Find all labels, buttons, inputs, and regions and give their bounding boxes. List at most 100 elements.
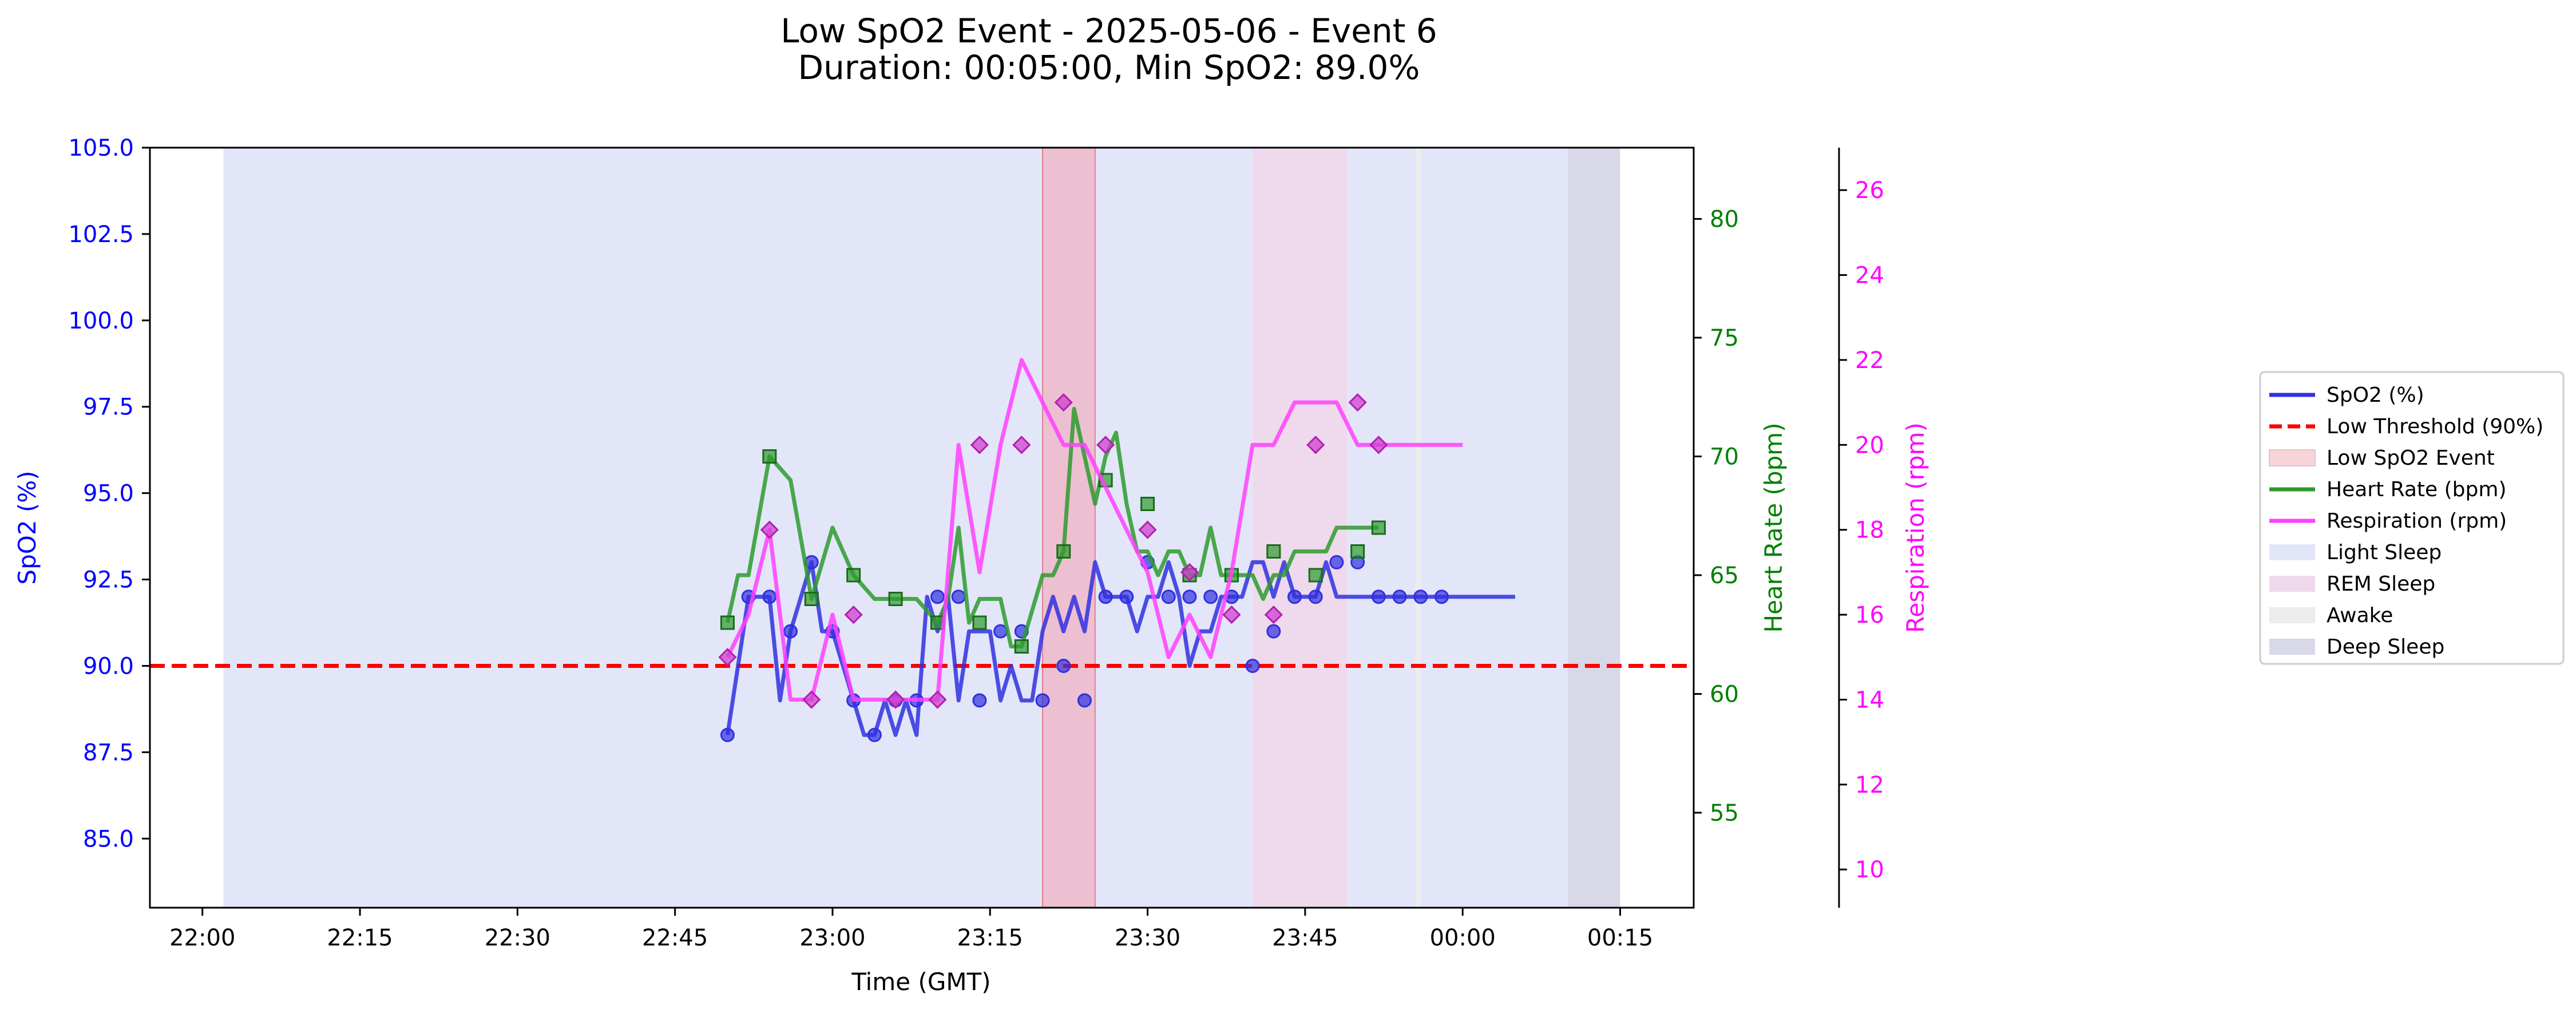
data-point-spo2 [1182, 589, 1197, 604]
legend-label: Deep Sleep [2327, 635, 2444, 659]
data-point-respiration [970, 436, 989, 454]
data-point-spo2 [1098, 589, 1113, 604]
data-point-spo2 [1056, 658, 1071, 673]
data-point-heart_rate [720, 615, 735, 630]
low-spo2-event-band [1042, 147, 1096, 908]
plot-frame [149, 147, 1695, 909]
y-tick-label-spo2: 100.0 [68, 308, 134, 334]
y-axis-spo2: 85.0 87.5 90.0 92.5 95.0 97.5 100.0 102.5 105.0 [68, 135, 150, 852]
y-tick-label-spo2: 85.0 [83, 826, 134, 852]
data-point-spo2 [1287, 589, 1302, 604]
legend-label: Low SpO2 Event [2327, 446, 2495, 470]
legend-swatch [2269, 576, 2315, 592]
data-point-heart_rate [888, 592, 903, 606]
y-axis-respiration: 10 12 14 16 18 20 22 24 26 [1838, 148, 1884, 908]
legend-label: Awake [2327, 604, 2393, 627]
data-point-spo2 [783, 624, 798, 639]
data-point-spo2 [951, 589, 966, 604]
y-tick-label-spo2: 97.5 [83, 394, 134, 421]
y-tick-label-spo2: 87.5 [83, 739, 134, 766]
y-axis-label-heart-rate: Heart Rate (bpm) [1759, 423, 1788, 633]
data-point-respiration [1222, 605, 1241, 624]
series-line-heart_rate [726, 407, 1379, 648]
y-tick-label-heart-rate: 75 [1710, 325, 1739, 351]
data-point-spo2 [1329, 555, 1344, 569]
x-tick-label: 23:15 [957, 925, 1023, 951]
data-point-heart_rate [972, 615, 987, 630]
x-tick-label: 22:30 [485, 925, 550, 951]
data-point-respiration [760, 520, 779, 539]
y-tick-label-respiration: 24 [1855, 263, 1884, 289]
data-point-spo2 [1266, 624, 1281, 639]
data-point-respiration [928, 690, 947, 709]
y-tick-label-respiration: 20 [1855, 432, 1884, 458]
x-tick-label: 00:00 [1430, 925, 1496, 951]
sleep-stage-band [1567, 148, 1620, 908]
data-point-respiration [844, 605, 863, 624]
legend: SpO2 (%) Low Threshold (90%) Low SpO2 Even… [2259, 371, 2565, 665]
legend-swatch [2269, 639, 2315, 655]
y-tick-label-respiration: 16 [1855, 602, 1884, 628]
data-point-spo2 [720, 727, 735, 742]
legend-label: SpO2 (%) [2327, 383, 2424, 407]
data-point-heart_rate [846, 568, 861, 583]
y-tick-label-respiration: 10 [1855, 857, 1884, 883]
data-point-heart_rate [762, 449, 777, 464]
legend-swatch [2269, 607, 2315, 623]
sleep-stage-band [1415, 148, 1421, 908]
y-tick-label-spo2: 92.5 [83, 567, 134, 593]
sleep-stage-band [223, 148, 1253, 908]
y-tick-label-respiration: 26 [1855, 177, 1884, 204]
data-point-spo2 [1077, 693, 1092, 708]
legend-label: Respiration (rpm) [2327, 509, 2507, 533]
data-point-heart_rate [1266, 544, 1281, 559]
data-point-heart_rate [1308, 568, 1323, 583]
data-point-spo2 [1413, 589, 1428, 604]
data-point-spo2 [1371, 589, 1386, 604]
y-axis-label-spo2: SpO2 (%) [13, 470, 41, 584]
data-point-respiration [1180, 563, 1199, 582]
y-tick-label-spo2: 105.0 [68, 135, 134, 161]
plot-lines [150, 358, 1694, 742]
data-point-heart_rate [1371, 520, 1386, 535]
data-point-respiration [802, 690, 821, 709]
data-point-respiration [1138, 520, 1157, 539]
legend-box [2259, 371, 2565, 665]
legend-swatch [2269, 544, 2315, 560]
data-point-spo2 [930, 589, 945, 604]
y-tick-label-spo2: 95.0 [83, 481, 134, 507]
y-tick-label-heart-rate: 60 [1710, 682, 1739, 708]
data-point-spo2 [1245, 658, 1260, 673]
plot-backgrounds [223, 147, 1620, 908]
y-tick-label-heart-rate: 70 [1710, 444, 1739, 470]
data-point-spo2 [1119, 589, 1134, 604]
data-point-respiration [1306, 436, 1325, 454]
chart-title-line2: Duration: 00:05:00, Min SpO2: 89.0% [798, 48, 1420, 87]
y-axis-heart-rate: 55 60 65 70 75 80 [1694, 207, 1739, 826]
data-point-spo2 [972, 693, 987, 708]
legend-label: Low Threshold (90%) [2327, 415, 2543, 438]
x-tick-label: 23:45 [1272, 925, 1338, 951]
legend-swatch [2269, 449, 2316, 466]
series-line-respiration [726, 358, 1463, 702]
data-point-heart_rate [1014, 639, 1029, 654]
data-point-respiration [1348, 393, 1367, 412]
data-point-respiration [1012, 436, 1031, 454]
y-tick-label-respiration: 22 [1855, 347, 1884, 374]
data-point-spo2 [1308, 589, 1323, 604]
sleep-stage-band [1253, 148, 1348, 908]
data-point-respiration [1264, 605, 1283, 624]
data-point-spo2 [867, 727, 882, 742]
data-point-respiration [1369, 436, 1388, 454]
data-point-respiration [886, 690, 905, 709]
legend-label: Heart Rate (bpm) [2327, 478, 2507, 501]
y-tick-label-respiration: 14 [1855, 687, 1884, 713]
x-tick-label: 00:15 [1587, 925, 1653, 951]
data-point-respiration [718, 648, 737, 667]
x-tick-label: 23:30 [1115, 925, 1180, 951]
data-point-spo2 [1434, 589, 1449, 604]
legend-label: Light Sleep [2327, 541, 2442, 564]
data-point-heart_rate [1056, 544, 1071, 559]
data-point-spo2 [1161, 589, 1176, 604]
